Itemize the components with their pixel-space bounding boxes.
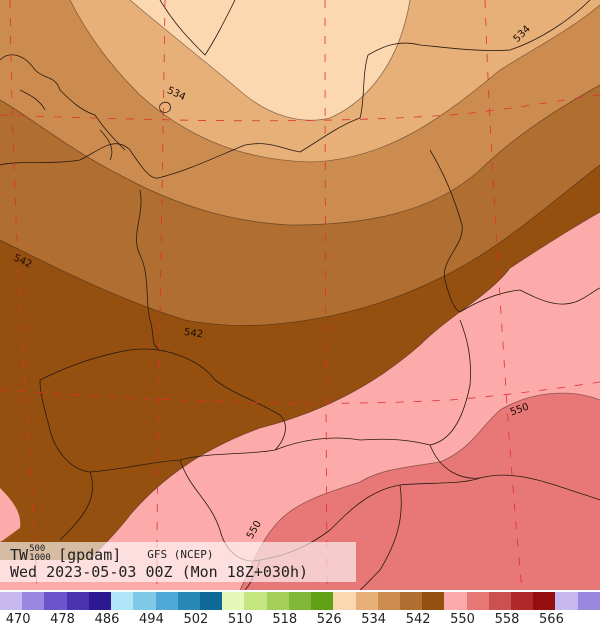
legend-swatch — [44, 592, 67, 610]
legend-swatch — [377, 592, 400, 610]
border-romania — [429, 444, 600, 501]
legend-swatch — [577, 592, 600, 610]
weather-map: 534 534 542 542 550 550 — [0, 0, 600, 590]
legend-swatch — [533, 592, 556, 610]
legend-swatch — [155, 592, 178, 610]
legend-swatch — [399, 592, 423, 610]
border-poland-west — [136, 189, 161, 351]
band-550 — [240, 393, 600, 590]
border-poland-east — [429, 149, 521, 313]
left-pink-notch — [0, 488, 21, 542]
legend-label: 566 — [539, 612, 564, 627]
legend-label: 510 — [227, 612, 253, 627]
lat-lon-grid — [0, 0, 600, 590]
legend-swatch — [288, 592, 312, 610]
legend-label: 494 — [139, 612, 164, 627]
legend-swatch — [555, 592, 578, 610]
pressure-bottom: 1000 — [29, 553, 51, 563]
pressure-top: 500 — [29, 544, 46, 554]
legend-swatch — [199, 592, 223, 610]
legend-label: 542 — [405, 612, 431, 627]
legend-label: 486 — [94, 612, 120, 627]
legend-label: 550 — [450, 612, 475, 627]
legend-label: 470 — [5, 612, 31, 627]
legend-label: 534 — [361, 612, 387, 627]
model-label: GFS (NCEP) — [147, 548, 214, 561]
legend-swatch — [111, 592, 134, 610]
legend-labels: 470 478 486 494 502 510 518 526 534 542 550 558 566 — [0, 612, 600, 630]
band-526 — [130, 0, 410, 121]
legend-label: 558 — [494, 612, 520, 627]
coast-sweden — [159, 0, 236, 56]
legend-label: 526 — [316, 612, 342, 627]
legend-swatch — [444, 592, 467, 610]
legend-swatch — [311, 592, 334, 610]
pressure-levels: 500 1000 — [28, 544, 54, 563]
legend-swatch — [22, 592, 45, 610]
coastline-baltic — [0, 0, 591, 179]
coast-denmark — [0, 54, 126, 161]
legend-swatch — [66, 592, 89, 610]
country-borders — [0, 0, 600, 590]
caption-title-line: TW 500 1000 [gpdam] GFS (NCEP) — [10, 544, 214, 564]
unit-label: [gpdam] — [58, 546, 122, 564]
legend-swatch — [133, 592, 156, 610]
map-canvas: 534 534 542 542 550 550 — [0, 0, 600, 590]
legend-swatch — [88, 592, 112, 610]
legend-swatch — [222, 592, 245, 610]
caption-datetime: Wed 2023-05-03 00Z (Mon 18Z+030h) — [10, 563, 309, 581]
legend-swatch — [355, 592, 378, 610]
legend-swatch — [466, 592, 489, 610]
border-ukraine — [519, 287, 600, 305]
legend-swatch — [488, 592, 512, 610]
legend-label: 518 — [272, 612, 298, 627]
legend-swatch — [0, 592, 23, 610]
legend-swatch — [422, 592, 445, 610]
legend-swatch — [177, 592, 200, 610]
color-legend — [0, 592, 600, 610]
legend-label: 478 — [50, 612, 75, 627]
contour-label: 542 — [183, 327, 203, 341]
legend-label: 502 — [183, 612, 209, 627]
variable-name: TW — [10, 546, 29, 564]
legend-swatch — [244, 592, 267, 610]
map-caption: TW 500 1000 [gpdam] GFS (NCEP) Wed 2023-05-0… — [0, 542, 356, 582]
lake — [159, 101, 171, 113]
legend-swatch — [333, 592, 356, 610]
legend-swatch — [266, 592, 289, 610]
legend-swatch — [511, 592, 534, 610]
